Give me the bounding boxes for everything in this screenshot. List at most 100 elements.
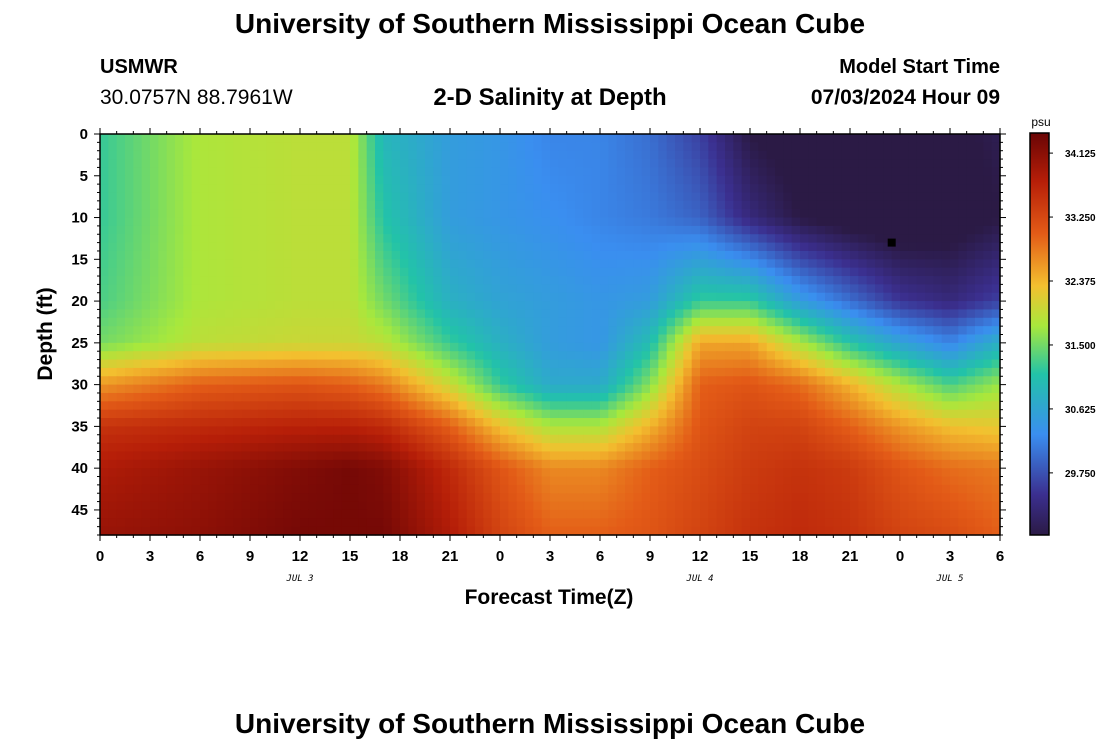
heatmap-cell xyxy=(691,200,701,210)
heatmap-cell xyxy=(258,484,268,494)
heatmap-cell xyxy=(308,342,318,352)
heatmap-cell xyxy=(116,434,126,444)
heatmap-cell xyxy=(283,409,293,419)
heatmap-cell xyxy=(183,317,193,327)
heatmap-cell xyxy=(375,359,384,369)
heatmap-cell xyxy=(458,217,468,227)
heatmap-cell xyxy=(791,484,801,494)
heatmap-cell xyxy=(658,418,668,427)
heatmap-cell xyxy=(516,267,526,277)
heatmap-cell xyxy=(825,459,834,469)
heatmap-cell xyxy=(575,342,584,352)
heatmap-cell xyxy=(991,509,1001,519)
heatmap-cell xyxy=(866,509,876,519)
heatmap-cell xyxy=(333,392,343,402)
heatmap-cell xyxy=(341,276,351,285)
heatmap-cell xyxy=(266,493,276,503)
heatmap-cell xyxy=(733,175,743,185)
heatmap-cell xyxy=(141,225,151,235)
heatmap-cell xyxy=(350,342,359,352)
heatmap-cell xyxy=(283,359,293,369)
heatmap-cell xyxy=(541,175,551,185)
heatmap-cell xyxy=(708,142,718,152)
heatmap-cell xyxy=(950,359,959,369)
heatmap-cell xyxy=(983,451,993,461)
heatmap-cell xyxy=(441,459,451,469)
heatmap-cell xyxy=(133,184,143,194)
heatmap-cell xyxy=(841,200,851,210)
heatmap-cell xyxy=(333,317,343,327)
heatmap-cell xyxy=(675,342,684,352)
heatmap-cell xyxy=(458,184,468,194)
heatmap-cell xyxy=(966,484,976,494)
heatmap-cell xyxy=(933,267,943,277)
heatmap-cell xyxy=(166,217,176,227)
heatmap-cell xyxy=(266,401,276,411)
heatmap-cell xyxy=(200,418,209,427)
heatmap-cell xyxy=(983,134,993,143)
heatmap-cell xyxy=(483,317,493,327)
heatmap-cell xyxy=(225,484,234,494)
heatmap-cell xyxy=(758,443,768,453)
heatmap-cell xyxy=(758,484,768,494)
heatmap-cell xyxy=(291,493,301,503)
heatmap-cell xyxy=(275,501,284,511)
heatmap-cell xyxy=(316,284,326,294)
heatmap-cell xyxy=(741,392,751,402)
heatmap-cell xyxy=(333,451,343,461)
heatmap-cell xyxy=(266,301,276,311)
heatmap-cell xyxy=(966,384,976,394)
heatmap-cell xyxy=(816,509,826,519)
heatmap-cell xyxy=(350,309,359,319)
heatmap-cell xyxy=(175,342,184,352)
heatmap-cell xyxy=(783,509,793,519)
heatmap-cell xyxy=(558,234,568,244)
heatmap-cell xyxy=(941,142,951,152)
heatmap-cell xyxy=(933,434,943,444)
heatmap-cell xyxy=(541,443,551,453)
heatmap-cell xyxy=(883,301,893,311)
heatmap-cell xyxy=(108,501,118,511)
heatmap-cell xyxy=(975,359,984,369)
heatmap-cell xyxy=(600,159,609,169)
heatmap-cell xyxy=(333,134,343,143)
heatmap-cell xyxy=(500,225,509,235)
heatmap-cell xyxy=(750,225,759,235)
heatmap-cell xyxy=(375,334,384,344)
heatmap-cell xyxy=(875,451,884,461)
heatmap-cell xyxy=(808,276,818,285)
heatmap-cell xyxy=(625,359,634,369)
heatmap-cell xyxy=(958,167,968,177)
heatmap-cell xyxy=(650,209,659,219)
heatmap-cell xyxy=(400,234,409,244)
heatmap-cell xyxy=(975,468,984,478)
heatmap-cell xyxy=(466,284,476,294)
heatmap-cell xyxy=(716,142,726,152)
heatmap-cell xyxy=(766,159,776,169)
heatmap-cell xyxy=(583,184,593,194)
heatmap-cell xyxy=(616,167,626,177)
heatmap-cell xyxy=(741,284,751,294)
heatmap-cell xyxy=(141,451,151,461)
heatmap-cell xyxy=(475,234,484,244)
heatmap-cell xyxy=(241,175,251,185)
heatmap-cell xyxy=(350,434,359,444)
heatmap-cell xyxy=(583,225,593,235)
heatmap-cell xyxy=(166,309,176,319)
heatmap-cell xyxy=(758,217,768,227)
heatmap-cell xyxy=(641,184,651,194)
heatmap-cell xyxy=(541,367,551,377)
heatmap-cell xyxy=(808,376,818,386)
heatmap-cell xyxy=(491,334,501,344)
heatmap-cell xyxy=(383,150,393,160)
heatmap-cell xyxy=(808,200,818,210)
heatmap-cell xyxy=(516,309,526,319)
heatmap-cell xyxy=(225,167,234,177)
heatmap-cell xyxy=(475,134,484,143)
heatmap-cell xyxy=(991,367,1001,377)
heatmap-cell xyxy=(733,225,743,235)
heatmap-cell xyxy=(991,225,1001,235)
heatmap-cell xyxy=(766,276,776,285)
heatmap-cell xyxy=(925,175,934,185)
heatmap-cell xyxy=(100,259,109,269)
